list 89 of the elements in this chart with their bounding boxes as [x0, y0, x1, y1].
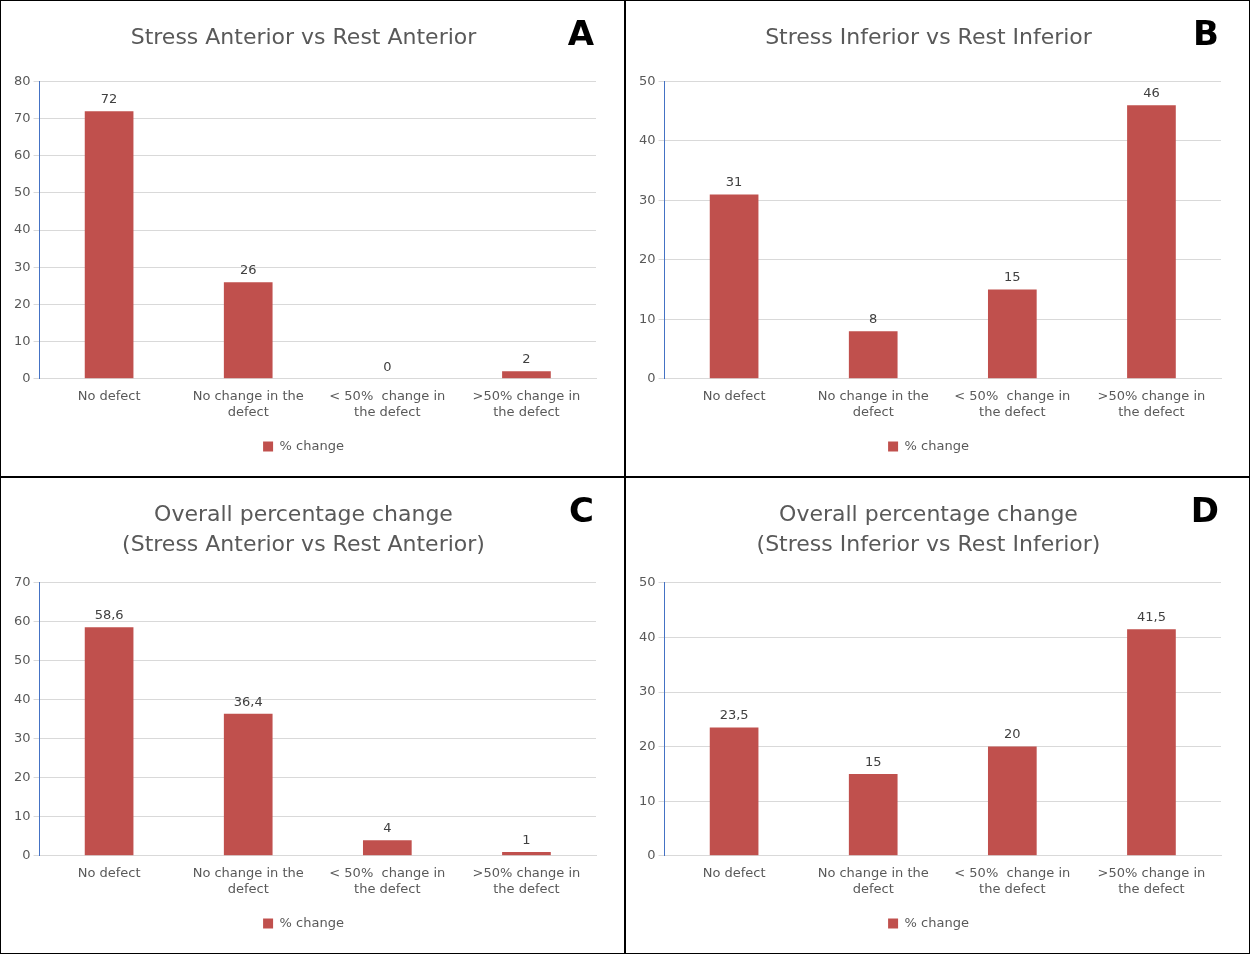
y-tick-label: 0	[647, 370, 656, 386]
data-label: 4	[383, 820, 392, 836]
y-tick-label: 20	[14, 295, 31, 311]
data-label: 58,6	[94, 607, 124, 623]
y-tick-label: 30	[14, 258, 31, 274]
x-tick-label: < 50% change in the defect	[954, 864, 1071, 896]
x-tick-label: No defect	[77, 387, 141, 403]
data-label: 36,4	[233, 693, 263, 709]
data-label: 8	[869, 311, 878, 327]
y-tick-label: 70	[14, 574, 31, 590]
y-tick-label: 80	[14, 72, 31, 88]
y-tick-label: 50	[639, 72, 656, 88]
text: D	[1190, 489, 1219, 530]
chart-title: Stress Inferior vs Rest Inferior	[765, 23, 1093, 49]
y-tick-label: 30	[639, 683, 656, 699]
y-tick-label: 60	[14, 147, 31, 163]
bar	[709, 194, 759, 379]
data-label: 1	[522, 831, 531, 847]
text: A	[567, 12, 595, 53]
x-tick-label: >50% change in the defect	[1097, 864, 1206, 896]
y-tick-label: 50	[639, 574, 656, 590]
data-label: 41,5	[1136, 609, 1166, 625]
bar	[987, 289, 1037, 379]
data-label: 23,5	[719, 707, 749, 723]
y-tick-label: 50	[14, 652, 31, 668]
chart-title: Stress Anterior vs Rest Anterior	[130, 23, 478, 49]
bar	[1127, 105, 1176, 379]
text: C	[569, 489, 594, 530]
legend-label: % change	[279, 914, 344, 930]
x-tick-label: >50% change in the defect	[1097, 387, 1206, 419]
x-tick-label: No change in the defect	[192, 864, 304, 896]
y-tick-label: 20	[14, 769, 31, 785]
y-tick-label: 40	[639, 132, 656, 148]
x-tick-label: No defect	[77, 864, 141, 880]
text: B	[1193, 12, 1219, 53]
y-tick-label: 10	[14, 808, 31, 824]
y-tick-label: 10	[639, 310, 656, 326]
y-tick-label: 40	[14, 221, 31, 237]
bar	[1127, 629, 1176, 856]
data-label: 0	[383, 358, 392, 374]
y-tick-label: 60	[14, 613, 31, 629]
bar	[848, 331, 898, 379]
x-tick-label: < 50% change in the defect	[329, 387, 446, 419]
bar	[84, 627, 134, 856]
y-tick-label: 0	[22, 847, 31, 863]
bar	[362, 840, 412, 856]
y-tick-label: 40	[14, 691, 31, 707]
y-tick-label: 20	[639, 737, 656, 753]
data-label: 2	[522, 351, 531, 367]
data-label: 31	[725, 174, 743, 190]
data-label: 26	[239, 262, 257, 278]
y-tick-label: 30	[14, 730, 31, 746]
data-label: 20	[1004, 726, 1021, 742]
y-tick-label: 0	[647, 847, 656, 863]
chart-title: Overall percentage change	[154, 500, 453, 526]
x-tick-label: No change in the defect	[192, 387, 304, 419]
data-label: 46	[1143, 85, 1160, 101]
data-label: 15	[1004, 269, 1021, 285]
data-label: 72	[100, 91, 118, 107]
x-tick-label: >50% change in the defect	[472, 864, 581, 896]
y-tick-label: 70	[14, 109, 31, 125]
y-tick-label: 0	[22, 370, 31, 386]
bar	[223, 713, 273, 856]
x-tick-label: < 50% change in the defect	[954, 387, 1071, 419]
bar	[709, 727, 759, 856]
chart-title: Overall percentage change	[779, 500, 1078, 526]
data-label: 15	[864, 753, 882, 769]
y-tick-label: 20	[639, 251, 656, 267]
y-tick-label: 40	[639, 628, 656, 644]
bar	[223, 282, 273, 379]
x-tick-label: No defect	[702, 864, 766, 880]
bar	[987, 746, 1037, 856]
x-tick-label: No defect	[702, 387, 766, 403]
y-tick-label: 30	[639, 191, 656, 207]
bar	[502, 371, 551, 379]
x-tick-label: >50% change in the defect	[472, 387, 581, 419]
y-tick-label: 50	[14, 184, 31, 200]
chart-subtitle: (Stress Inferior vs Rest Inferior)	[756, 531, 1101, 557]
x-tick-label: No change in the defect	[817, 864, 929, 896]
bar	[848, 773, 898, 856]
chart-subtitle: (Stress Anterior vs Rest Anterior)	[122, 531, 485, 557]
bar	[84, 111, 134, 379]
y-tick-label: 10	[639, 792, 656, 808]
legend-label: % change	[904, 914, 969, 930]
y-tick-label: 10	[14, 333, 31, 348]
x-tick-label: No change in the defect	[817, 387, 929, 419]
legend-label: % change	[904, 437, 969, 453]
legend-label: % change	[279, 437, 344, 453]
x-tick-label: < 50% change in the defect	[329, 864, 446, 896]
